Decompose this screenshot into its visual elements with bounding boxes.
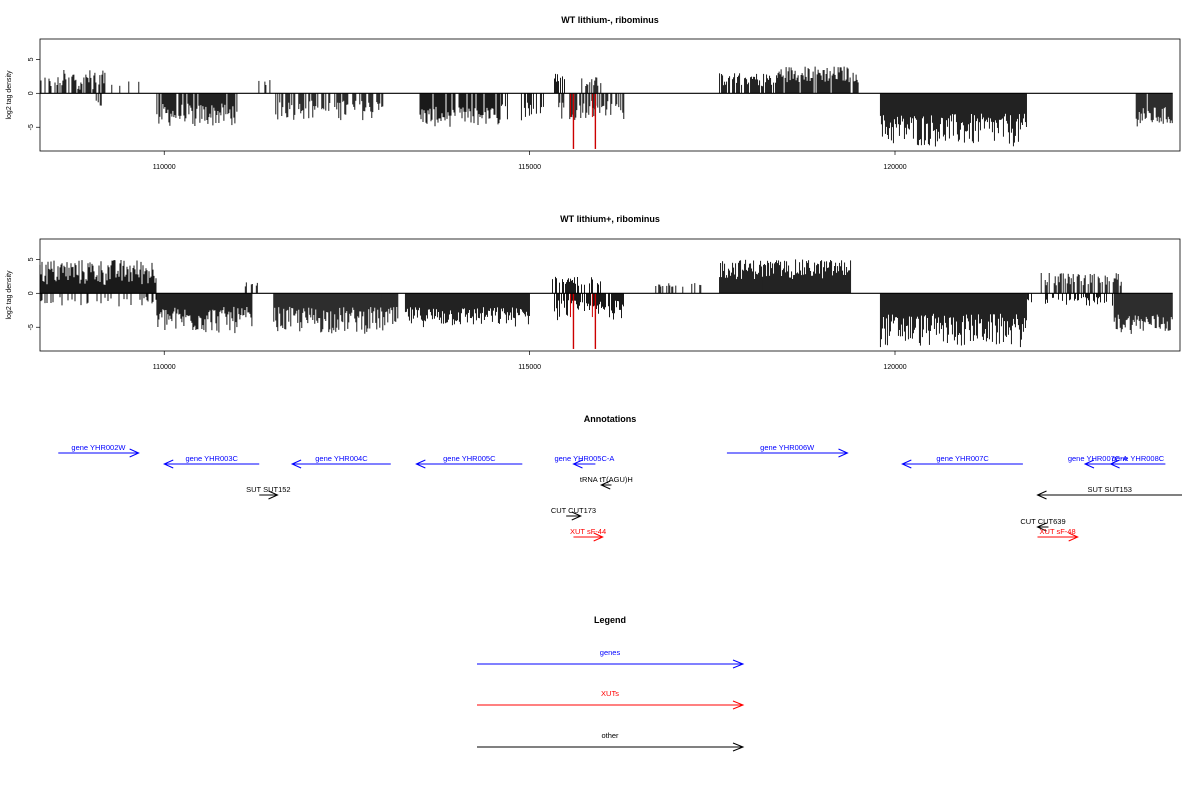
legend-label: genes	[600, 648, 621, 657]
feature-label: CUT CUT173	[551, 506, 596, 515]
y-tick-label: 0	[28, 291, 35, 295]
track-panel-lithium-minus: WT lithium-, ribominus log2 tag density …	[6, 15, 1181, 171]
annotations-title: Annotations	[584, 414, 637, 424]
feature-label: gene YHR005C	[443, 454, 496, 463]
annotation-feature: SUT SUT152	[246, 485, 291, 500]
x-tick-label: 110000	[153, 164, 176, 171]
feature-label: gene YHR006W	[760, 443, 815, 452]
legend-panel: Legend genes XUTs other	[477, 615, 745, 752]
x-tick-label: 115000	[518, 364, 541, 371]
arrow-head	[599, 480, 611, 490]
plot-frame	[39, 38, 1181, 152]
legend-arrow-head	[732, 700, 745, 710]
x-tick-label: 120000	[883, 364, 906, 371]
annotation-feature: gene YHR007C-A	[1068, 454, 1128, 469]
arrow-head	[571, 511, 583, 521]
annotation-feature: gene YHR003C	[162, 454, 260, 469]
annotation-feature: tRNA tT(AGU)H	[580, 475, 633, 490]
arrow-head	[1083, 459, 1095, 469]
annotation-feature: gene YHR006W	[726, 443, 849, 458]
legend-item: XUTs	[477, 689, 745, 710]
arrow-head	[268, 490, 279, 500]
arrow-head	[838, 448, 849, 458]
legend-items: genes XUTs other	[477, 648, 745, 752]
arrow-head	[901, 459, 912, 469]
arrow-head	[1068, 532, 1079, 542]
arrow-head	[572, 459, 583, 469]
annotation-features: gene YHR002W gene YHR003C gene YHR004C gene…	[58, 443, 1182, 542]
legend-label: other	[601, 731, 619, 740]
feature-label: gene YHR002W	[71, 443, 126, 452]
arrow-head	[1036, 490, 1047, 500]
x-tick-label: 110000	[153, 364, 176, 371]
feature-label: SUT SUT153	[1088, 485, 1132, 494]
legend-item: other	[477, 731, 745, 752]
legend-label: XUTs	[601, 689, 619, 698]
arrow-head	[593, 532, 604, 542]
feature-label: XUT sF-48	[1040, 527, 1076, 536]
annotation-feature: gene YHR002W	[58, 443, 140, 458]
legend-arrow-head	[732, 742, 745, 752]
annotation-feature: XUT sF-44	[570, 527, 606, 542]
feature-label: SUT SUT152	[246, 485, 290, 494]
feature-label: gene YHR003C	[186, 454, 239, 463]
annotation-feature: CUT CUT639	[1020, 517, 1066, 532]
x-tick-label: 115000	[518, 164, 541, 171]
track-panel-lithium-plus: WT lithium+, ribominus log2 tag density …	[6, 214, 1181, 371]
coverage-bars	[40, 66, 1173, 149]
y-tick-label: 5	[28, 257, 35, 261]
arrow-head	[129, 448, 140, 458]
feature-label: gene YHR004C	[315, 454, 368, 463]
x-tick-label: 120000	[883, 164, 906, 171]
arrow-head	[1109, 459, 1120, 469]
annotation-feature: gene YHR008C	[1109, 454, 1166, 469]
y-tick-label: -5	[28, 324, 35, 330]
y-axis-label: log2 tag density	[6, 70, 13, 120]
legend-arrow-head	[732, 659, 745, 669]
arrow-head	[415, 459, 426, 469]
legend-item: genes	[477, 648, 745, 669]
feature-label: tRNA tT(AGU)H	[580, 475, 633, 484]
feature-label: XUT sF-44	[570, 527, 606, 536]
annotation-feature: XUT sF-48	[1037, 527, 1079, 542]
axes: 5 0 -5 110000 115000 120000	[28, 257, 1173, 371]
feature-label: gene YHR007C-A	[1068, 454, 1128, 463]
y-tick-label: 0	[28, 91, 35, 95]
y-axis-label: log2 tag density	[6, 270, 13, 320]
annotation-feature: gene YHR004C	[290, 454, 391, 469]
arrow-head	[162, 459, 174, 469]
panel-title: WT lithium+, ribominus	[560, 214, 660, 224]
coverage-bars	[39, 259, 1173, 349]
annotation-feature: gene YHR005C	[415, 454, 523, 469]
plot-frame	[39, 238, 1181, 352]
legend-title: Legend	[594, 615, 626, 625]
annotation-feature: gene YHR005C-A	[554, 454, 614, 469]
y-tick-label: 5	[28, 57, 35, 61]
axes: 5 0 -5 110000 115000 120000	[28, 57, 1173, 171]
feature-label: gene YHR008C	[1112, 454, 1165, 463]
feature-label: gene YHR007C	[936, 454, 989, 463]
y-tick-label: -5	[28, 124, 35, 130]
annotation-feature: gene YHR007C	[901, 454, 1023, 469]
panel-title: WT lithium-, ribominus	[561, 15, 659, 25]
arrow-head	[290, 459, 302, 469]
annotation-feature: CUT CUT173	[551, 506, 596, 521]
arrow-head	[1036, 522, 1047, 532]
feature-label: CUT CUT639	[1020, 517, 1065, 526]
annotation-feature: SUT SUT153	[1036, 485, 1182, 500]
feature-label: gene YHR005C-A	[554, 454, 614, 463]
